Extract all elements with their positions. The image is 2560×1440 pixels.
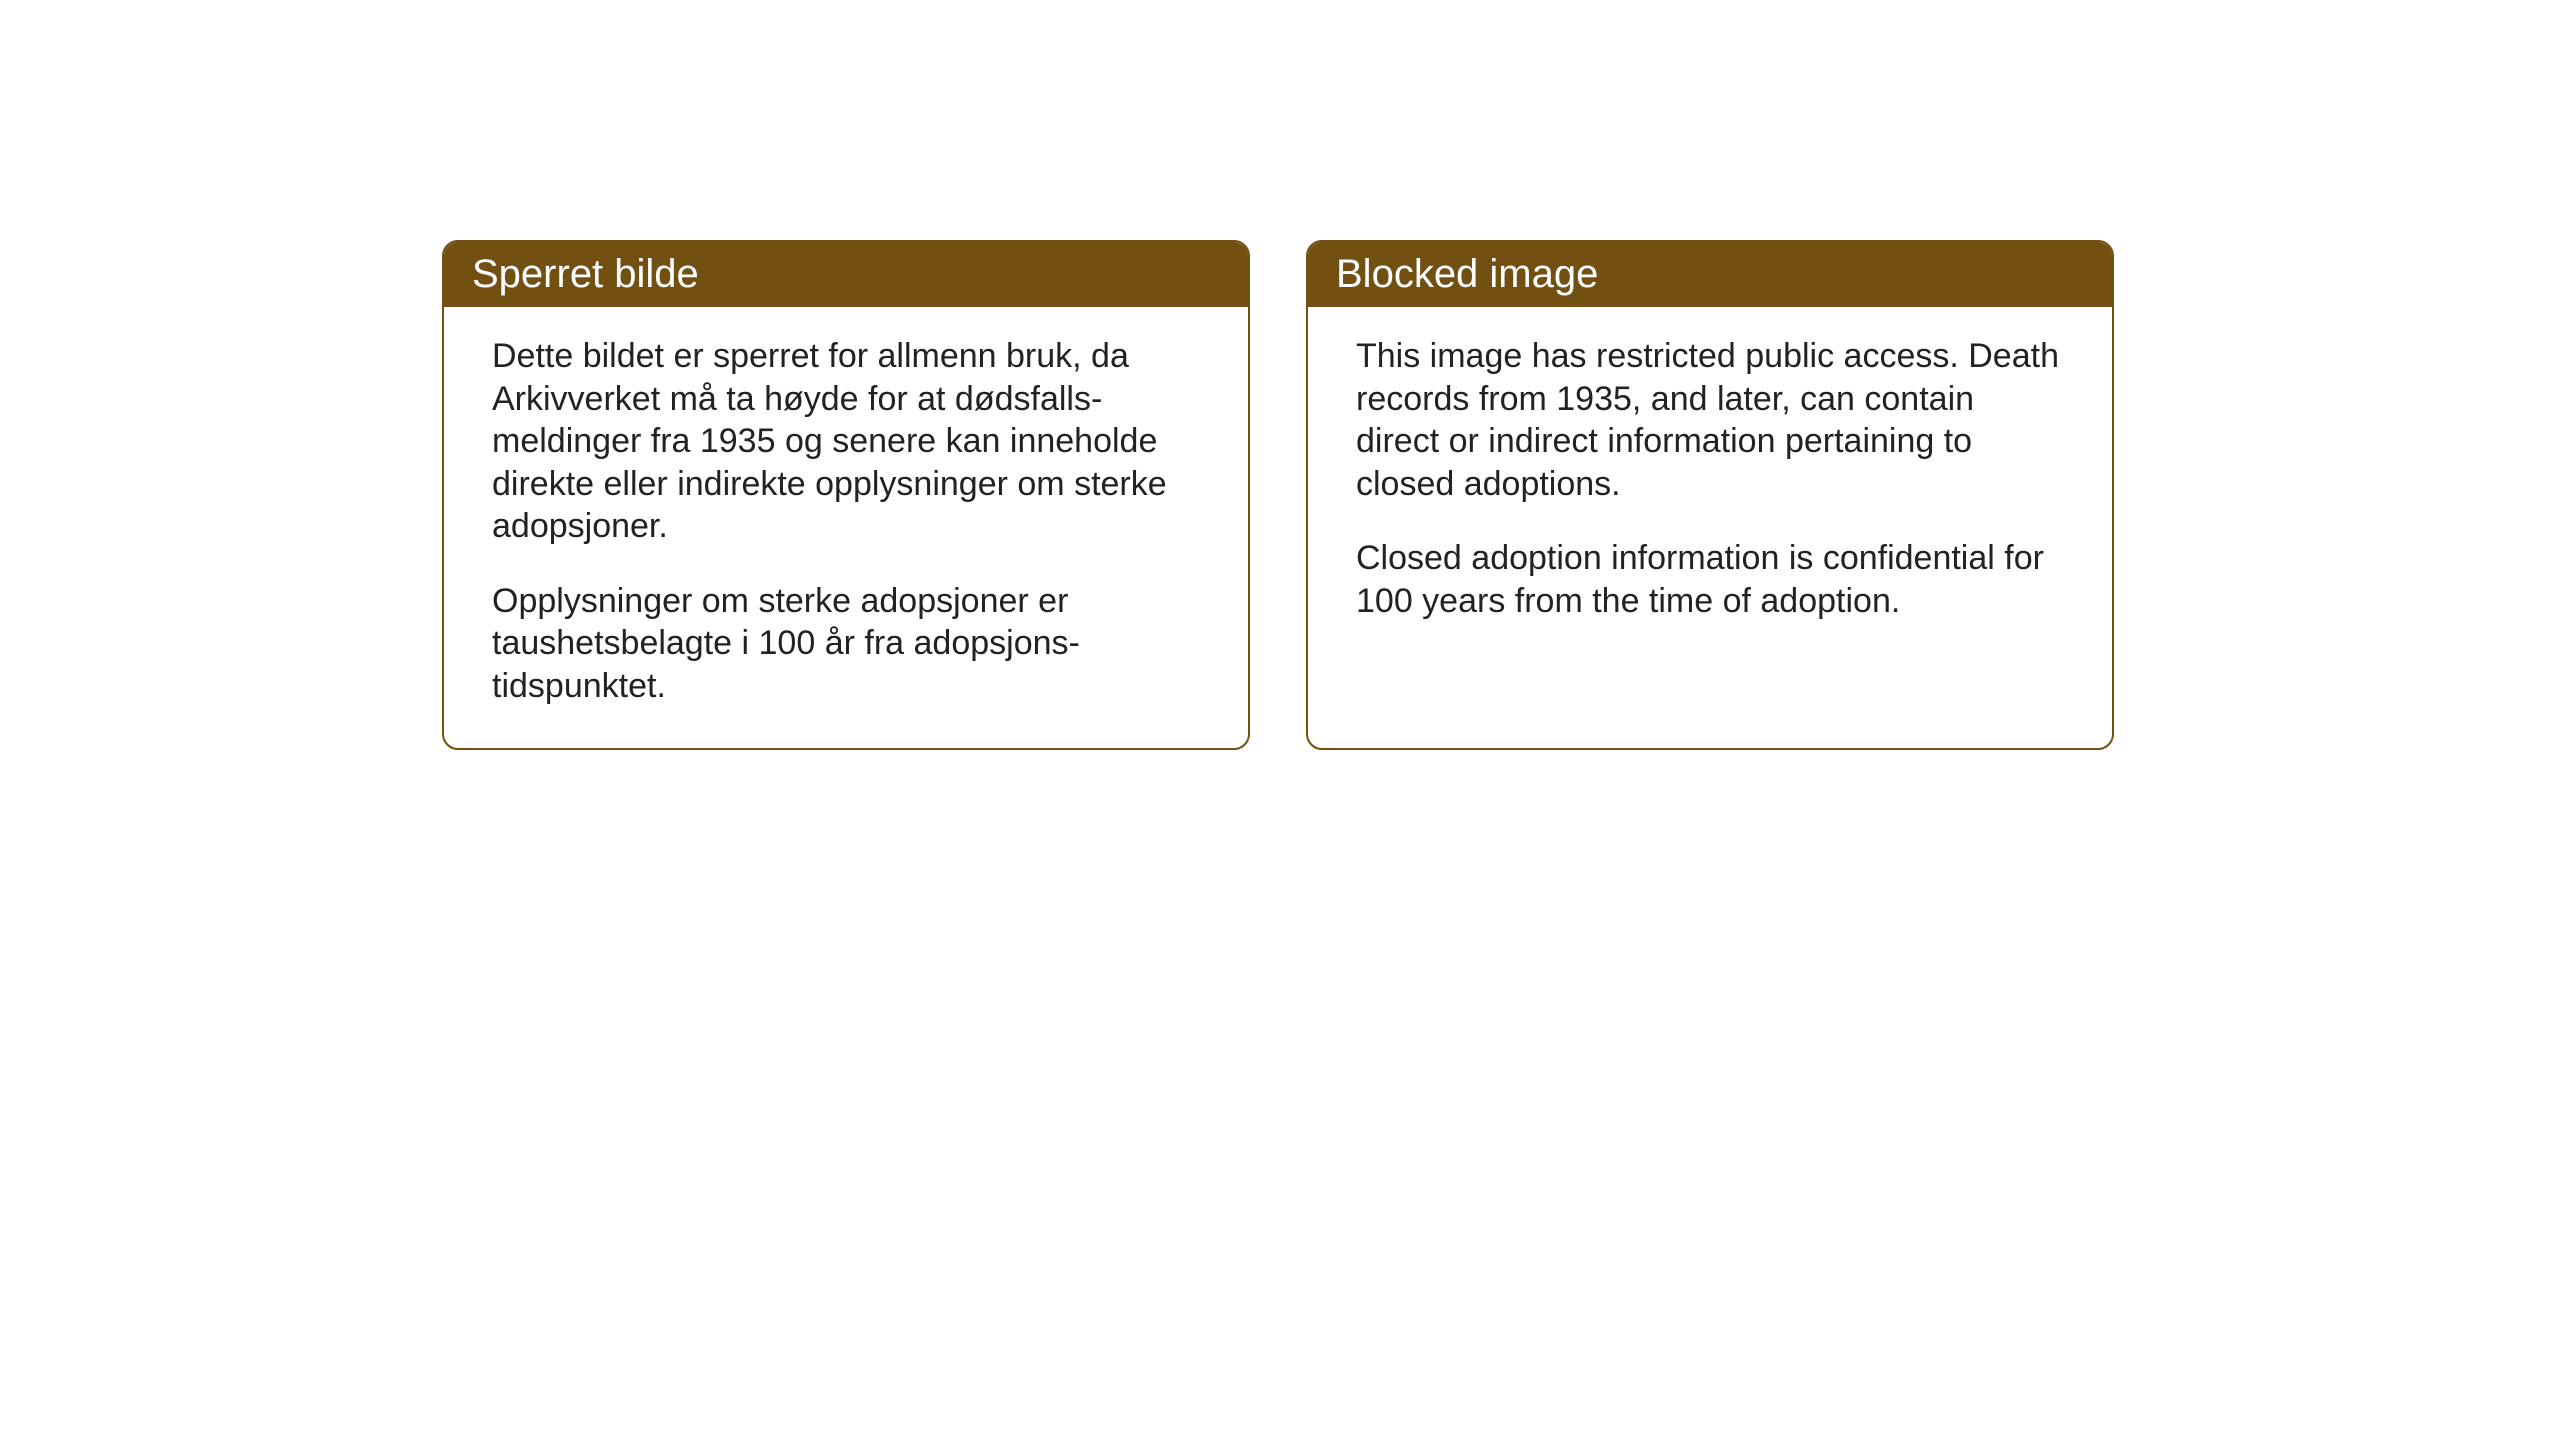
notice-card-norwegian: Sperret bilde Dette bildet er sperret fo… xyxy=(442,240,1250,750)
card-body-norwegian: Dette bildet er sperret for allmenn bruk… xyxy=(444,307,1248,747)
card-header-norwegian: Sperret bilde xyxy=(444,242,1248,307)
paragraph-english-2: Closed adoption information is confident… xyxy=(1356,537,2064,622)
paragraph-norwegian-2: Opplysninger om sterke adopsjoner er tau… xyxy=(492,580,1200,708)
card-header-english: Blocked image xyxy=(1308,242,2112,307)
paragraph-norwegian-1: Dette bildet er sperret for allmenn bruk… xyxy=(492,335,1200,548)
notice-cards-container: Sperret bilde Dette bildet er sperret fo… xyxy=(0,0,2560,750)
card-title-norwegian: Sperret bilde xyxy=(472,252,699,296)
card-title-english: Blocked image xyxy=(1336,252,1598,296)
paragraph-english-1: This image has restricted public access.… xyxy=(1356,335,2064,505)
card-body-english: This image has restricted public access.… xyxy=(1308,307,2112,662)
notice-card-english: Blocked image This image has restricted … xyxy=(1306,240,2114,750)
